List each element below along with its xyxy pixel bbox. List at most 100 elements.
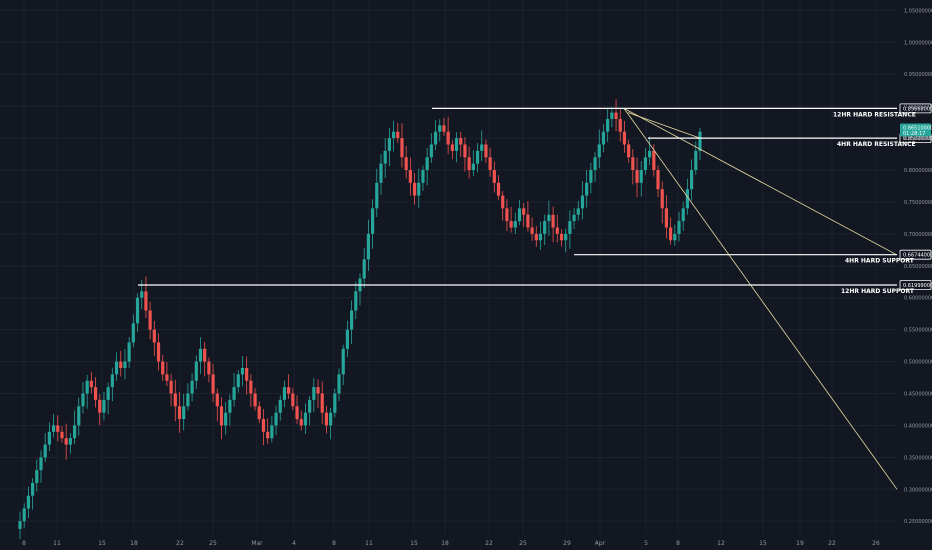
y-tick-label: 0.25000000 — [904, 519, 932, 525]
candle-body — [383, 150, 387, 164]
candle-body — [580, 195, 585, 209]
y-tick-label: 0.95000000 — [904, 72, 932, 78]
y-tick-label: 0.60000000 — [904, 296, 932, 302]
candle-body — [282, 387, 287, 400]
candle-body — [354, 291, 358, 311]
candle-body — [182, 406, 186, 420]
candle-body — [308, 399, 312, 413]
level-label: 4HR HARD RESISTANCE — [837, 141, 916, 148]
x-tick-label: 22 — [828, 540, 836, 547]
level-price-tag-text: 0.85000000 — [903, 136, 932, 142]
candle-body — [173, 393, 177, 407]
candle-body — [631, 157, 635, 171]
candle-body — [110, 374, 114, 388]
candle-body — [610, 112, 614, 119]
candle-body — [30, 482, 35, 496]
x-tick-label: 18 — [441, 540, 449, 547]
y-tick-label: 0.50000000 — [904, 360, 932, 366]
candle-body — [329, 412, 333, 426]
level-label: 12HR HARD SUPPORT — [841, 288, 915, 295]
candle-body — [417, 182, 421, 196]
x-tick-label: Apr — [595, 540, 606, 547]
candle-body — [140, 291, 144, 298]
candle-body — [446, 131, 450, 145]
level-label: 4HR HARD SUPPORT — [845, 258, 915, 265]
x-tick-label: 15 — [759, 540, 767, 547]
candle-body — [564, 233, 568, 241]
candle-body — [152, 329, 156, 343]
candle-body — [412, 182, 417, 196]
candle-body — [131, 323, 135, 343]
candle-body — [43, 444, 47, 458]
candle-body — [316, 387, 320, 394]
level-price-tag-text: 0.61999000 — [903, 283, 932, 289]
candle-body — [454, 138, 459, 151]
x-tick-label: 29 — [563, 540, 571, 547]
candle-body — [362, 259, 366, 279]
candle-body — [228, 399, 232, 413]
candle-body — [505, 208, 509, 222]
candle-body — [337, 374, 341, 394]
candle-body — [203, 348, 207, 362]
trend-line — [623, 107, 898, 256]
candle-body — [186, 393, 190, 407]
candle-body — [375, 182, 379, 209]
candle-body — [81, 393, 85, 407]
y-tick-label: 1.05000000 — [904, 8, 932, 14]
candle-body — [606, 118, 610, 132]
candle-body — [551, 214, 555, 228]
candle-body — [660, 189, 664, 209]
candle-body — [165, 374, 169, 381]
candle-body — [656, 170, 660, 190]
candle-body — [593, 157, 597, 171]
candle-body — [404, 157, 408, 171]
candle-body — [236, 374, 240, 388]
trend-line-short — [627, 112, 701, 139]
level-price-tag — [899, 249, 932, 260]
candle-body — [391, 131, 396, 139]
candle-body — [622, 131, 627, 145]
candle-body — [18, 521, 22, 529]
level-price-tag — [899, 103, 932, 114]
candle-body — [291, 393, 295, 407]
candle-body — [89, 380, 93, 388]
x-tick-label: 15 — [98, 540, 106, 547]
candle-body — [148, 310, 152, 330]
grid-lines — [0, 0, 897, 534]
candle-body — [278, 399, 282, 413]
y-tick-label: 0.90000000 — [904, 104, 932, 110]
candle-body — [488, 157, 492, 171]
candle-body — [694, 150, 698, 171]
y-tick-label: 1.00000000 — [904, 40, 932, 46]
candle-body — [438, 125, 442, 132]
candle-body — [345, 329, 350, 349]
candle-body — [597, 144, 601, 158]
candle-body — [60, 431, 64, 439]
candle-body — [627, 144, 631, 158]
trend-line — [623, 108, 898, 490]
candle-body — [169, 380, 173, 394]
candle-body — [400, 138, 404, 158]
x-tick-label: 26 — [872, 540, 880, 547]
candle-body — [156, 342, 161, 362]
candle-body — [669, 227, 673, 241]
candle-body — [648, 150, 652, 158]
candle-body — [517, 208, 522, 222]
candle-body — [559, 233, 564, 241]
candle-body — [681, 208, 685, 222]
candle-body — [555, 227, 559, 234]
candle-body — [245, 367, 249, 381]
candle-body — [572, 214, 576, 222]
candle-body — [177, 406, 182, 420]
candle-body — [261, 419, 266, 432]
candle-body — [190, 380, 194, 394]
y-tick-label: 0.70000000 — [904, 232, 932, 238]
candle-body — [475, 150, 480, 164]
candle-body — [135, 297, 140, 324]
candle-body — [341, 348, 345, 375]
y-tick-label: 0.75000000 — [904, 200, 932, 206]
candle-body — [295, 406, 299, 420]
y-tick-label: 0.55000000 — [904, 328, 932, 334]
